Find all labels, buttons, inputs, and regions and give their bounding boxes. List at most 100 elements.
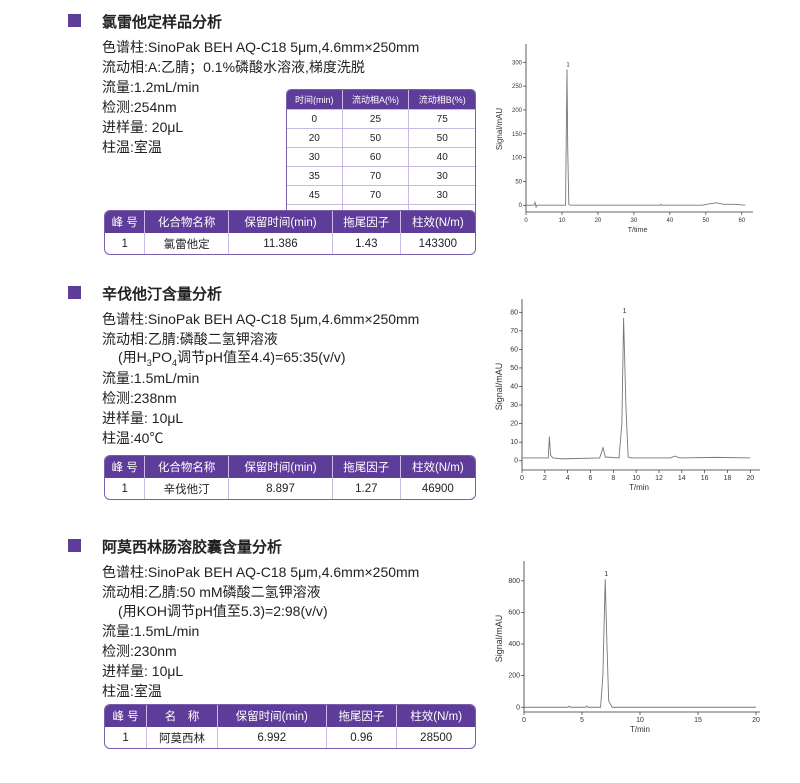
x-tick-label: 8 <box>611 475 615 482</box>
results-header: 保留时间(min) <box>217 705 327 727</box>
spec-line: (用KOH调节pH值至5.3)=2:98(v/v) <box>118 603 328 619</box>
results-cell: 辛伐他汀 <box>145 478 229 499</box>
results-header: 名 称 <box>147 705 218 727</box>
x-tick-label: 40 <box>667 218 674 224</box>
spec-line: 流动相:A:乙腈；0.1%磷酸水溶液,梯度洗脱 <box>102 59 365 75</box>
y-tick-label: 150 <box>512 132 523 138</box>
x-tick-label: 4 <box>566 475 570 482</box>
y-tick-label: 60 <box>510 346 518 353</box>
gradient-header: 时间(min) <box>287 90 343 109</box>
table-row: 30 60 40 <box>287 147 475 166</box>
results-header: 峰 号 <box>105 705 148 727</box>
table-row: 45 70 30 <box>287 185 475 204</box>
y-axis-label: Signal/mAU <box>494 615 504 663</box>
results-cell: 28500 <box>420 731 453 744</box>
results-cell: 6.992 <box>218 727 327 748</box>
gradient-cell: 45 <box>287 185 343 204</box>
x-tick-label: 6 <box>589 475 593 482</box>
section-bullet-icon <box>68 286 81 299</box>
gradient-cell: 35 <box>287 166 343 185</box>
x-tick-label: 0 <box>522 717 526 724</box>
results-header: 拖尾因子 <box>332 456 401 478</box>
gradient-cell: 30 <box>409 166 475 185</box>
results-header: 化合物名称 <box>145 211 229 233</box>
x-axis-label: T/min <box>630 725 650 734</box>
gradient-cell: 30 <box>409 185 475 204</box>
results-cell: 143300 <box>418 237 458 250</box>
table-row: 1 阿莫西林 6.992 0.96 28500 <box>105 727 475 748</box>
peak-label: 1 <box>604 571 608 578</box>
section-bullet-icon <box>68 14 81 27</box>
section-title: 阿莫西林肠溶胶囊含量分析 <box>102 539 283 556</box>
y-tick-label: 200 <box>512 108 523 114</box>
text: PO <box>151 349 173 365</box>
section-title: 辛伐他汀含量分析 <box>102 286 223 303</box>
results-table: 峰 号名 称保留时间(min) 拖尾因子 柱效(N/m) 1 阿莫西林 6.992 0.9… <box>104 704 476 749</box>
results-table: 峰 号化合物名称 保留时间(min) 拖尾因子 柱效(N/m) 1 氯雷他定 11.386… <box>104 210 476 255</box>
subscript: 3 <box>146 357 152 368</box>
y-tick-label: 0 <box>514 458 518 465</box>
x-tick-label: 20 <box>752 717 760 724</box>
y-axis-label: Signal/mAU <box>495 108 504 150</box>
y-tick-label: 0 <box>516 704 520 711</box>
results-header: 保留时间(min) <box>228 211 333 233</box>
y-tick-label: 200 <box>508 673 520 680</box>
gradient-cell: 25 <box>342 109 410 128</box>
x-tick-label: 0 <box>520 475 524 482</box>
signal-trace <box>522 317 751 460</box>
y-tick-label: 400 <box>508 641 520 648</box>
spec-line: 柱温:室温 <box>102 139 162 155</box>
y-tick-label: 10 <box>510 439 518 446</box>
x-axis-label: T/time <box>628 227 648 234</box>
results-header: 柱效(N/m) <box>400 456 475 478</box>
results-cell: 1 <box>105 478 146 499</box>
x-tick-label: 15 <box>694 717 702 724</box>
gradient-cell: 75 <box>409 109 475 128</box>
signal-trace <box>524 579 756 708</box>
results-cell: 1 <box>105 233 146 254</box>
x-tick-label: 50 <box>702 218 709 224</box>
results-cell: 11.386 <box>229 233 333 254</box>
spec-line: 进样量: 20μL <box>102 119 184 135</box>
x-tick-label: 10 <box>559 218 566 224</box>
spec-line: 色谱柱:SinoPak BEH AQ-C18 5μm,4.6mm×250mm <box>102 564 420 580</box>
spec-line: 流动相:乙腈:50 mM磷酸二氢钾溶液 <box>102 584 321 600</box>
spec-line: 检测:230nm <box>102 643 177 659</box>
y-tick-label: 70 <box>510 328 518 335</box>
x-tick-label: 10 <box>636 717 644 724</box>
subscript: 4 <box>172 357 178 368</box>
x-tick-label: 20 <box>595 218 602 224</box>
spec-line: 色谱柱:SinoPak BEH AQ-C18 5μm,4.6mm×250mm <box>102 39 420 55</box>
results-cell: 46900 <box>421 482 454 495</box>
results-header: 峰 号 <box>105 211 146 233</box>
spec-line: (用H3PO4调节pH值至4.4)=65:35(v/v) <box>118 347 346 368</box>
gradient-cell: 30 <box>287 147 343 166</box>
gradient-cell: 20 <box>287 128 343 147</box>
results-cell: 1.43 <box>333 233 401 254</box>
y-tick-label: 80 <box>510 309 518 316</box>
x-tick-label: 16 <box>701 475 709 482</box>
y-tick-label: 0 <box>519 203 523 209</box>
results-cell: 1.27 <box>333 478 401 499</box>
spec-line: 流量:1.2mL/min <box>102 79 200 95</box>
spec-line: 检测:238nm <box>102 390 177 406</box>
gradient-cell: 60 <box>342 147 410 166</box>
gradient-cell: 40 <box>409 147 475 166</box>
gradient-header: 流动相A(%) <box>342 90 410 109</box>
text: (用H <box>118 349 147 365</box>
spec-line: 流量:1.5mL/min <box>102 623 200 639</box>
results-cell: 1 <box>105 727 148 748</box>
results-header: 峰 号 <box>105 456 146 478</box>
peak-label: 1 <box>566 62 570 68</box>
spec-line: 流量:1.5mL/min <box>102 370 200 386</box>
chromatogram-chart: 0 2 4 6 8 10 12 14 16 18 20 0 10 20 30 40 50 60 70 80 T/min S… <box>494 299 760 492</box>
spec-line: 进样量: 10μL <box>102 410 184 426</box>
results-header: 拖尾因子 <box>332 211 401 233</box>
section-title: 氯雷他定样品分析 <box>102 14 223 31</box>
results-cell: 氯雷他定 <box>145 233 229 254</box>
y-tick-label: 300 <box>512 60 523 66</box>
table-row: 1 辛伐他汀 8.897 1.27 46900 <box>105 478 475 499</box>
x-tick-label: 14 <box>678 475 686 482</box>
